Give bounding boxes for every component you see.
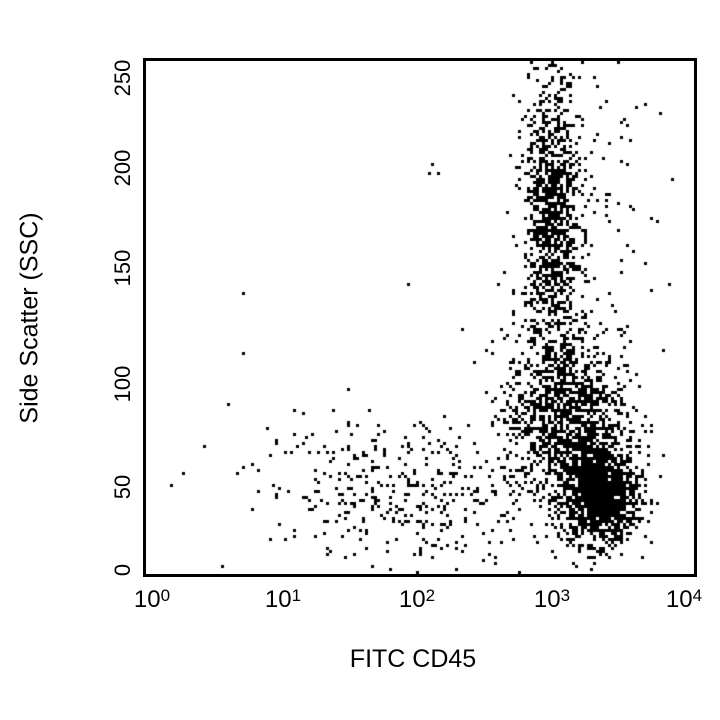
y-tick-label: 0	[110, 563, 135, 577]
x-tick-label: 104	[665, 586, 703, 613]
plot-area	[143, 58, 697, 577]
x-axis-label: FITC CD45	[349, 645, 477, 673]
y-tick-label: 150	[110, 249, 135, 287]
y-tick-label: 100	[110, 365, 135, 403]
y-tick-label: 200	[110, 149, 135, 187]
x-tick-label: 101	[264, 586, 302, 613]
y-tick-label: 250	[110, 59, 135, 97]
y-tick-label: 50	[110, 474, 135, 500]
x-tick-label: 103	[533, 586, 571, 613]
x-tick-label: 102	[398, 586, 436, 613]
scatter-points	[146, 61, 694, 574]
y-axis-label: Side Scatter (SSC)	[15, 212, 44, 424]
x-tick-label: 100	[133, 586, 171, 613]
